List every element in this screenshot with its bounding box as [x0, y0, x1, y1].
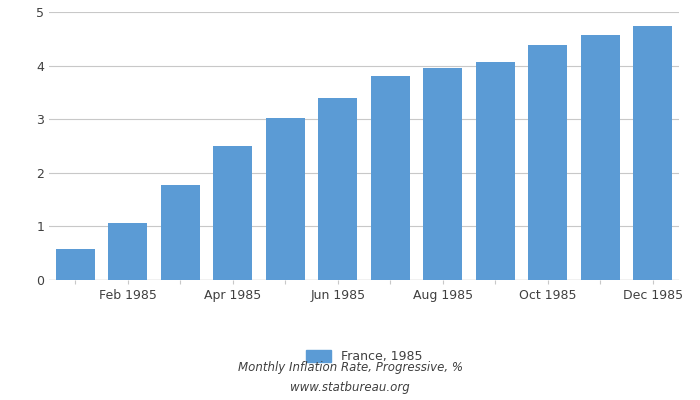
- Bar: [213, 146, 253, 280]
- Bar: [633, 26, 673, 280]
- Bar: [423, 68, 463, 280]
- Bar: [108, 223, 148, 280]
- Bar: [370, 76, 410, 280]
- Bar: [55, 250, 95, 280]
- Bar: [265, 118, 305, 280]
- Bar: [160, 184, 200, 280]
- Bar: [580, 34, 620, 280]
- Text: www.statbureau.org: www.statbureau.org: [290, 382, 410, 394]
- Bar: [475, 62, 515, 280]
- Text: Monthly Inflation Rate, Progressive, %: Monthly Inflation Rate, Progressive, %: [237, 362, 463, 374]
- Bar: [528, 45, 568, 280]
- Bar: [318, 98, 358, 280]
- Legend: France, 1985: France, 1985: [301, 345, 427, 368]
